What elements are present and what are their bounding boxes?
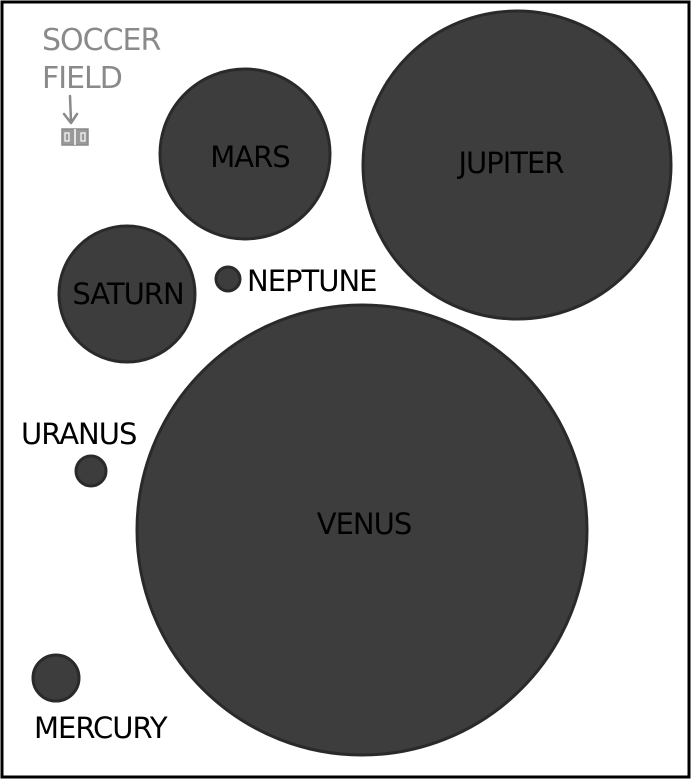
label-jupiter: JUPITER — [456, 146, 564, 180]
label-mercury: MERCURY — [34, 711, 168, 745]
soccer-label-line1: SOCCER — [42, 23, 161, 58]
planet-venus — [135, 303, 589, 757]
arrow-down-icon — [62, 94, 79, 125]
label-mars: MARS — [210, 140, 289, 174]
soccer-label-line2: FIELD — [42, 61, 122, 96]
label-neptune: NEPTUNE — [247, 264, 376, 298]
planet-uranus — [74, 454, 108, 488]
planet-mars — [158, 67, 332, 241]
planet-saturn — [57, 224, 197, 364]
soccer-field-reference: SOCCER FIELD — [42, 23, 162, 146]
label-uranus: URANUS — [21, 417, 136, 451]
soccer-field-icon — [61, 128, 89, 146]
label-saturn: SATURN — [72, 277, 183, 311]
planet-jupiter — [361, 9, 673, 321]
label-venus: VENUS — [317, 507, 412, 541]
planet-neptune — [214, 265, 242, 293]
planet-mercury — [31, 653, 81, 703]
